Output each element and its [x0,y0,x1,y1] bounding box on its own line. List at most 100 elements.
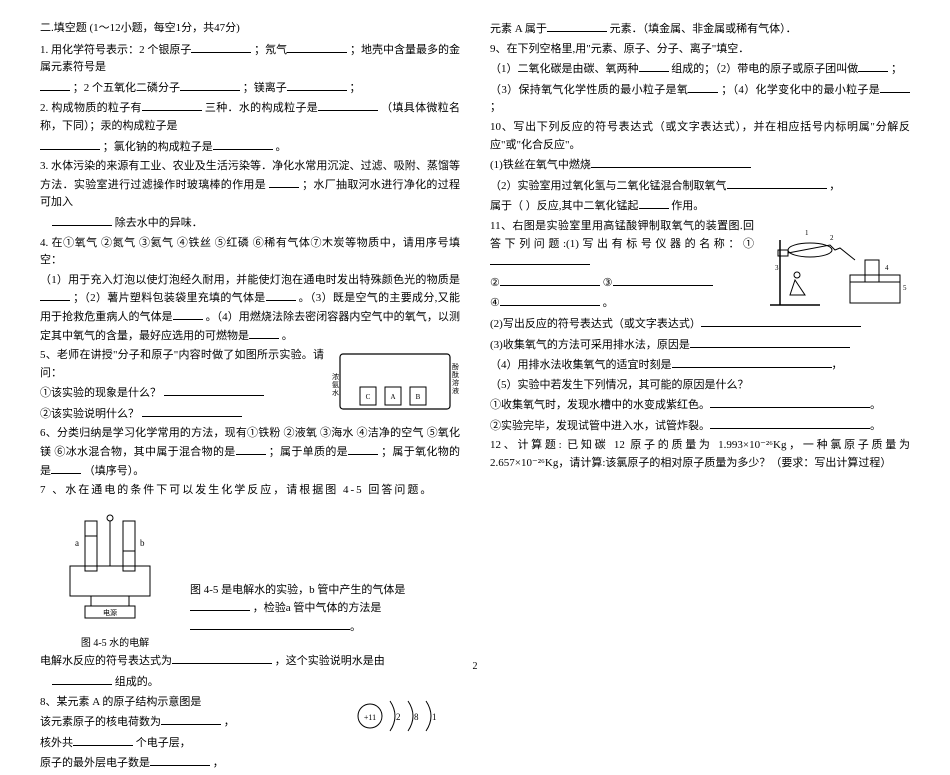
r11ft: ①收集氧气时，发现水槽中的水变成紫红色。 [490,399,710,411]
blank [672,356,832,368]
q8f: ， [213,757,224,769]
blank [880,81,910,93]
blank [190,618,350,630]
q4-1: （1）用于充入灯泡以使灯泡经久耐用，并能使灯泡在通电时发出特殊颜色光的物质是 ；… [40,272,460,345]
nucleus: +11 [364,713,376,722]
r10-1: (1)铁丝在氧气中燃烧 [490,156,910,175]
r11f: ①收集氧气时，发现水槽中的水变成紫红色。。 [490,396,910,415]
q1d: ；2 个五氧化二磷分子 [73,82,180,94]
page-number: 2 [473,659,478,675]
n5: 5 [903,284,907,292]
q5-1t: ①该实验的现象是什么？ [40,387,161,399]
blank [639,197,669,209]
r10-3: 属于（ ）反应,其中二氧化锰起 作用。 [490,197,910,216]
q7ea: 电解水反应的符号表达式为 [40,655,172,667]
elec-caption: 图 4-5 水的电解 [40,636,190,652]
r10-1t: (1)铁丝在氧气中燃烧 [490,159,591,171]
label-b: b [140,538,145,548]
q7-cap2b: ，检验a 管中气体的方法是 [253,602,382,614]
blank [180,79,240,91]
blank [249,327,279,339]
blank [710,417,870,429]
r2-1: （1）二氧化碳是由碳、氧两种 组成的；（2）带电的原子或原子团叫做 ； [490,60,910,79]
r10-2: （2）实验室用过氧化氢与二氧化锰混合制取氧气 ， [490,177,910,196]
q8d: 个电子层， [136,737,191,749]
q3-cont: 除去水中的异味． [40,214,460,233]
r2-2a: （3）保持氧气化学性质的最小粒子是氧 [490,84,688,96]
n3: 3 [775,264,779,272]
q6b: ；属于单质的是 [269,446,348,458]
s1: 2 [396,712,401,722]
q2-cont: ；氯化钠的构成粒子是 。 [40,138,460,157]
q1: 1. 用化学符号表示：2 个银原子 ；氖气 ；地壳中含量最多的金属元素符号是 [40,41,460,77]
blank [266,289,296,301]
q7ec: 组成的。 [40,673,460,692]
blank [51,462,81,474]
q3: 3. 水体污染的来源有工业、农业及生活污染等．净化水常用沉淀、过滤、吸附、蒸馏等… [40,158,460,212]
blank [490,253,590,265]
blank [236,443,266,455]
svg-text:溶: 溶 [452,378,459,387]
label-a: A [390,393,395,401]
blank [269,176,299,188]
r11d: （4）用排水法收集氧气的适宜时刻是， [490,356,910,375]
r11ct: (3)收集氧气的方法可采用排水法，原因是 [490,339,690,351]
q8e: 原子的最外层电子数是 ， [40,754,460,773]
r1a: 元素 A 属于 [490,23,547,35]
r11-3t: ③ [603,277,613,289]
blank [591,156,751,168]
r2-1b: 组成的；（2）带电的原子或原子团叫做 [671,63,858,75]
s3: 1 [432,712,437,722]
blank [173,308,203,320]
svg-text:氨: 氨 [332,380,339,389]
n1: 1 [805,229,809,237]
electrolysis-row: a b 电源 图 4-5 水的电解 图 4-5 是电解水的实验，b 管中产生的气… [40,502,460,653]
q7eb: ，这个实验说明水是由 [275,655,385,667]
q7ect: 组成的。 [115,676,159,688]
q1-cont: ；2 个五氧化二磷分子 ；镁离子 ； [40,79,460,98]
r2-2c: ； [490,101,501,113]
flask-figure: C A B 浓 氨 水 酚 酞 溶 液 [330,349,460,419]
blank [40,138,100,150]
label-left: 浓 [332,372,339,381]
blank [142,99,202,111]
n4: 4 [885,264,889,272]
label-right: 酚 [452,362,459,371]
r10: 10、写出下列反应的符号表达式（或文字表达式），并在相应括号内标明属"分解反应"… [490,119,910,154]
q7-cap2: 图 4-5 是电解水的实验，b 管中产生的气体是 [190,584,405,596]
blank [727,177,827,189]
r2-1c: ； [891,63,902,75]
r12: 12、计算题: 已知碳 12 原子的质量为 1.993×10⁻²⁶Kg，一种氯原… [490,437,910,472]
r2: 9、在下列空格里,用"元素、原子、分子、离子"填空． [490,41,910,59]
r2-2b: ；（4）化学变化中的最小粒子是 [721,84,880,96]
blank [161,713,221,725]
blank [547,20,607,32]
q8c: 核外共 个电子层， [40,734,460,753]
r2-1a: （1）二氧化碳是由碳、氧两种 [490,63,639,75]
blank [287,41,347,53]
q8b: ， [224,716,235,728]
q7: 7 、水在通电的条件下可以发生化学反应，请根据图 4-5 回答问题。 [40,482,460,500]
q8at: 该元素原子的核电荷数为 [40,716,161,728]
label-src: 电源 [103,608,117,617]
apparatus-figure: 1 2 3 4 5 [760,220,910,310]
blank [710,396,870,408]
label-b: B [416,393,421,401]
r10-2b: ， [829,180,840,192]
svg-text:液: 液 [452,386,459,395]
blank [500,274,600,286]
q1b: ；氖气 [254,44,287,56]
blank [52,673,112,685]
q2: 2. 构成物质的粒子有 三种．水的构成粒子是 （填具体微粒名称，下同）；汞的构成… [40,99,460,135]
q4-1a: （1）用于充入灯泡以使灯泡经久耐用，并能使灯泡在通电时发出特殊颜色光的物质是 [40,274,460,286]
blank [40,79,70,91]
r11c: (3)收集氧气的方法可采用排水法，原因是 [490,336,910,355]
r1b: 元素．（填金属、非金属或稀有气体）． [610,23,797,35]
blank [287,79,347,91]
q1e: ；镁离子 [243,82,287,94]
r11-5t: 。 [603,297,614,309]
q2a: 2. 构成物质的粒子有 [40,102,142,114]
r1: 元素 A 属于 元素．（填金属、非金属或稀有气体）． [490,20,910,39]
q6: 6、分类归纳是学习化学常用的方法，现有①铁粉 ②液氧 ③海水 ④洁净的空气 ⑤氧… [40,425,460,480]
blank [318,99,378,111]
